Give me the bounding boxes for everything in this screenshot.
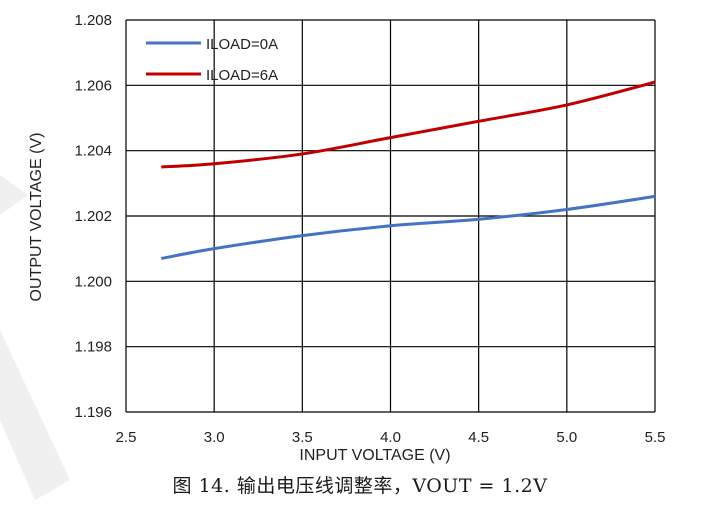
y-tick-label: 1.198: [74, 339, 112, 356]
x-tick-label: 4.0: [380, 429, 401, 446]
watermark-stripe-bottom: [0, 330, 70, 500]
series-line-0: [160, 194, 656, 260]
line-chart: 2.5 3.0 3.5 4.0 4.5 5.0 5.5 1.196 1.198 1.200 1.20…: [28, 12, 665, 464]
x-tick-label: 5.5: [645, 429, 666, 446]
series-line-1: [161, 80, 656, 169]
tick-labels: 2.5 3.0 3.5 4.0 4.5 5.0 5.5 1.196 1.198 1.200 1.20…: [74, 12, 665, 446]
y-tick-label: 1.196: [74, 404, 112, 421]
y-tick-label: 1.204: [74, 143, 112, 160]
legend: ILOAD=0A ILOAD=6A: [146, 36, 278, 84]
figure-caption: 图 14. 输出电压线调整率，VOUT = 1.2V: [172, 475, 548, 497]
y-tick-label: 1.206: [74, 77, 112, 94]
y-tick-label: 1.208: [74, 12, 112, 29]
y-axis-title: OUTPUT VOLTAGE (V): [28, 133, 45, 302]
x-tick-label: 3.0: [204, 429, 225, 446]
legend-label: ILOAD=0A: [206, 36, 278, 53]
series-layer: [160, 80, 656, 260]
legend-label: ILOAD=6A: [206, 67, 278, 84]
y-tick-label: 1.200: [74, 273, 112, 290]
y-tick-label: 1.202: [74, 208, 112, 225]
grid-lines: [125, 19, 656, 413]
x-tick-label: 4.5: [468, 429, 489, 446]
x-tick-label: 5.0: [556, 429, 577, 446]
x-tick-label: 3.5: [292, 429, 313, 446]
watermark-stripe-top: [0, 175, 28, 215]
x-axis-title: INPUT VOLTAGE (V): [299, 447, 450, 464]
x-tick-label: 2.5: [116, 429, 137, 446]
